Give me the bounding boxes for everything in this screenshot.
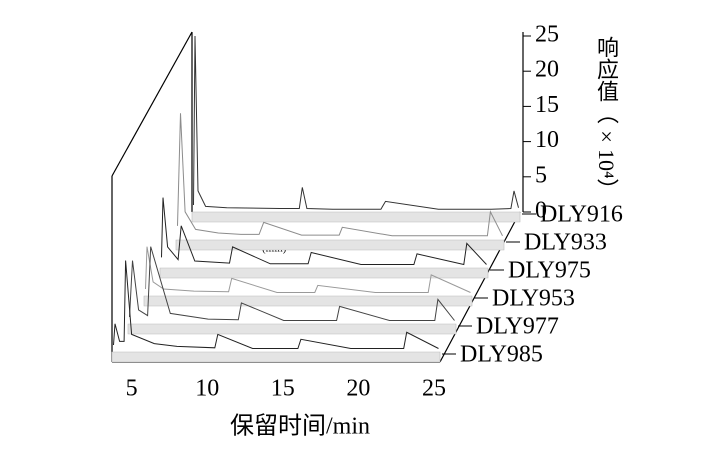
trace	[129, 246, 455, 321]
series-label: DLY977	[476, 314, 559, 340]
floor-band	[111, 351, 441, 363]
x-tick-label: 10	[195, 376, 219, 402]
trace	[177, 113, 503, 237]
trace	[193, 35, 519, 210]
y-tick-label: 20	[535, 57, 559, 83]
x-tick-label: 20	[346, 376, 370, 402]
series-label: DLY985	[460, 342, 543, 368]
floor-band	[175, 239, 505, 251]
x-tick-label: 25	[422, 376, 446, 402]
y-tick-label: 10	[535, 127, 559, 153]
floor-band	[127, 323, 457, 335]
trace	[145, 246, 471, 293]
series-label: DLY933	[524, 230, 607, 256]
series-label: DLY916	[540, 202, 623, 228]
trace	[113, 260, 439, 349]
frame-line	[111, 31, 193, 177]
series-label: DLY975	[508, 258, 591, 284]
x-axis-title: 保留时间/min	[230, 413, 370, 440]
floor-band	[159, 267, 489, 279]
trace	[161, 197, 487, 266]
y-axis-title: 响应值（×10⁴）	[594, 36, 619, 201]
x-tick-label: 5	[126, 376, 138, 402]
y-tick-label: 5	[535, 162, 547, 188]
y-tick-label: 15	[535, 92, 559, 118]
series-label: DLY953	[492, 286, 575, 312]
floor-band	[191, 211, 521, 223]
y-tick-label: 25	[535, 22, 559, 48]
x-tick-label: 15	[271, 376, 295, 402]
floor-band	[143, 295, 473, 307]
frame-line	[439, 211, 521, 363]
y-tick-label: 0	[535, 198, 547, 224]
